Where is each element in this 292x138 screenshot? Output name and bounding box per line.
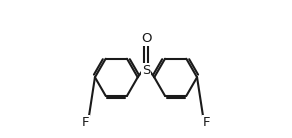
Text: S: S [142, 64, 150, 77]
Text: F: F [203, 116, 210, 129]
Text: O: O [141, 32, 151, 45]
Text: F: F [82, 116, 89, 129]
